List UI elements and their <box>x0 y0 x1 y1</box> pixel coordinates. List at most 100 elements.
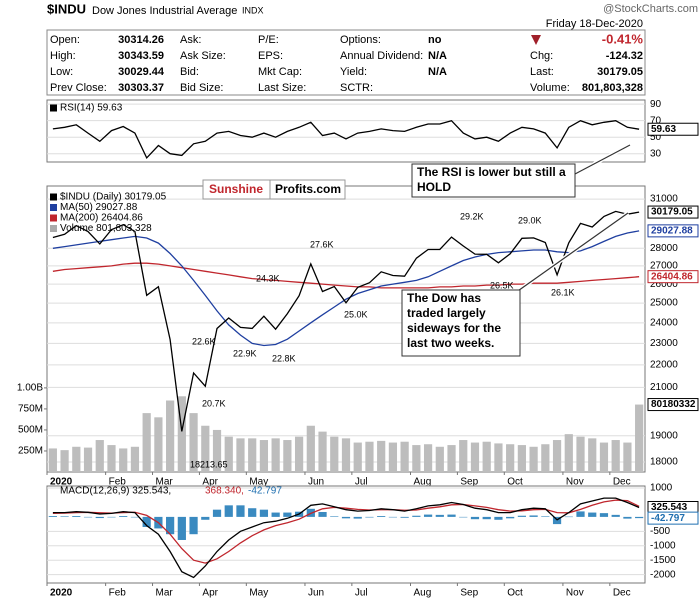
legend-entry: RSI(14) 59.63 <box>60 103 123 114</box>
callout-text: sideways for the <box>407 321 501 335</box>
legend-swatch <box>50 204 57 211</box>
x-tick-label: Mar <box>156 477 174 488</box>
bar <box>353 442 362 472</box>
bar <box>259 440 269 472</box>
bar <box>201 425 210 472</box>
callout-text: last two weeks. <box>407 336 494 350</box>
callout-box <box>411 163 576 198</box>
bar <box>107 445 116 472</box>
bar <box>564 434 573 472</box>
x-tick-label: Mar <box>156 588 174 599</box>
bar <box>212 429 222 472</box>
bar <box>635 516 644 519</box>
bar <box>107 516 116 518</box>
x-tick-label: May <box>249 588 268 599</box>
x-tick-label: Apr <box>202 477 218 488</box>
bar <box>482 516 491 520</box>
x-tick-label: Nov <box>566 588 584 599</box>
x-tick-label: Aug <box>413 588 431 599</box>
bar <box>95 440 104 472</box>
bar <box>365 516 374 518</box>
bar <box>611 440 620 472</box>
x-tick-label: Sep <box>460 588 478 599</box>
price-annotation: 25.0K <box>344 309 368 319</box>
bar <box>552 440 562 472</box>
y-tick-label: -2000 <box>650 569 676 580</box>
bar <box>623 516 632 519</box>
legend-swatch <box>50 193 57 201</box>
bar <box>119 516 128 517</box>
symbol: $INDU <box>47 1 86 16</box>
x-tick-label: Feb <box>109 477 127 488</box>
last-value-box <box>647 511 699 525</box>
price-annotation: 24.3K <box>256 273 280 283</box>
field-label: Ask: <box>180 34 201 46</box>
field-label: Mkt Cap: <box>258 66 302 78</box>
legend-entry: MACD(12,26,9) 325.543, <box>60 486 171 497</box>
line <box>52 210 640 432</box>
y-tick-label: -1000 <box>650 540 676 551</box>
logo-profits: Profits.com <box>275 182 341 196</box>
bar <box>541 516 550 517</box>
legend-swatch <box>50 214 57 222</box>
bar <box>318 431 327 472</box>
field-label: Bid Size: <box>180 82 223 94</box>
bar <box>365 441 374 472</box>
bar <box>377 440 386 472</box>
y-tick-label: 25000 <box>650 298 678 309</box>
y-tick-label: 18000 <box>650 457 678 468</box>
bar <box>599 513 609 517</box>
bar <box>166 400 175 472</box>
field-label: EPS: <box>258 50 283 62</box>
y-tick-label: 27000 <box>650 261 678 272</box>
callout-box <box>401 289 521 357</box>
line <box>52 499 640 564</box>
y2-tick-label: 500M <box>18 425 43 436</box>
name: Dow Jones Industrial Average <box>92 5 237 17</box>
bar <box>48 448 57 472</box>
x-tick-label: Jul <box>355 588 368 599</box>
y-tick-label: -1500 <box>650 555 676 566</box>
price-annotation: 20.7K <box>202 398 226 408</box>
bar <box>470 516 480 520</box>
last-value-box <box>647 205 699 219</box>
field-label: Volume: <box>530 82 570 94</box>
y-tick-label: 28000 <box>650 243 678 254</box>
panel: 18000 19000 21000 22000 23000 24000 25000 26000… <box>17 185 699 488</box>
header-box <box>46 29 646 96</box>
x-tick-label: 2020 <box>50 588 73 599</box>
bar <box>83 516 93 518</box>
field-label: P/E: <box>258 34 279 46</box>
exchange: INDX <box>242 5 264 15</box>
callout-text: The Dow has <box>407 291 481 305</box>
legend-entry: MA(200) 26404.86 <box>60 213 143 224</box>
bar <box>599 442 609 472</box>
field-label: Prev Close: <box>50 82 107 94</box>
bar <box>60 450 69 472</box>
last-value-label: 325.543 <box>651 502 688 513</box>
field-label: Bid: <box>180 66 199 78</box>
bar <box>435 446 444 472</box>
plot-area <box>52 119 640 160</box>
change-pct: -0.41% <box>602 31 644 46</box>
line <box>52 119 640 160</box>
bar <box>529 515 538 517</box>
x-tick-label: May <box>249 477 268 488</box>
bar <box>236 505 245 517</box>
x-tick-label: Aug <box>413 477 431 488</box>
bar <box>248 508 257 517</box>
bar <box>177 396 186 472</box>
date: Friday 18-Dec-2020 <box>546 18 643 30</box>
y2-tick-label: 250M <box>18 446 43 457</box>
price-annotation: 29.0K <box>518 215 542 225</box>
price-annotation: 22.9K <box>233 348 257 358</box>
legend-entry: 368.340, <box>205 486 244 497</box>
bar <box>517 515 526 517</box>
bar <box>564 516 573 518</box>
bar <box>388 516 398 518</box>
logo-box <box>202 179 346 200</box>
bar <box>72 446 81 472</box>
price-annotation: 26.5K <box>490 280 514 290</box>
last-value-label: -42.797 <box>651 513 685 524</box>
bar <box>506 516 515 519</box>
